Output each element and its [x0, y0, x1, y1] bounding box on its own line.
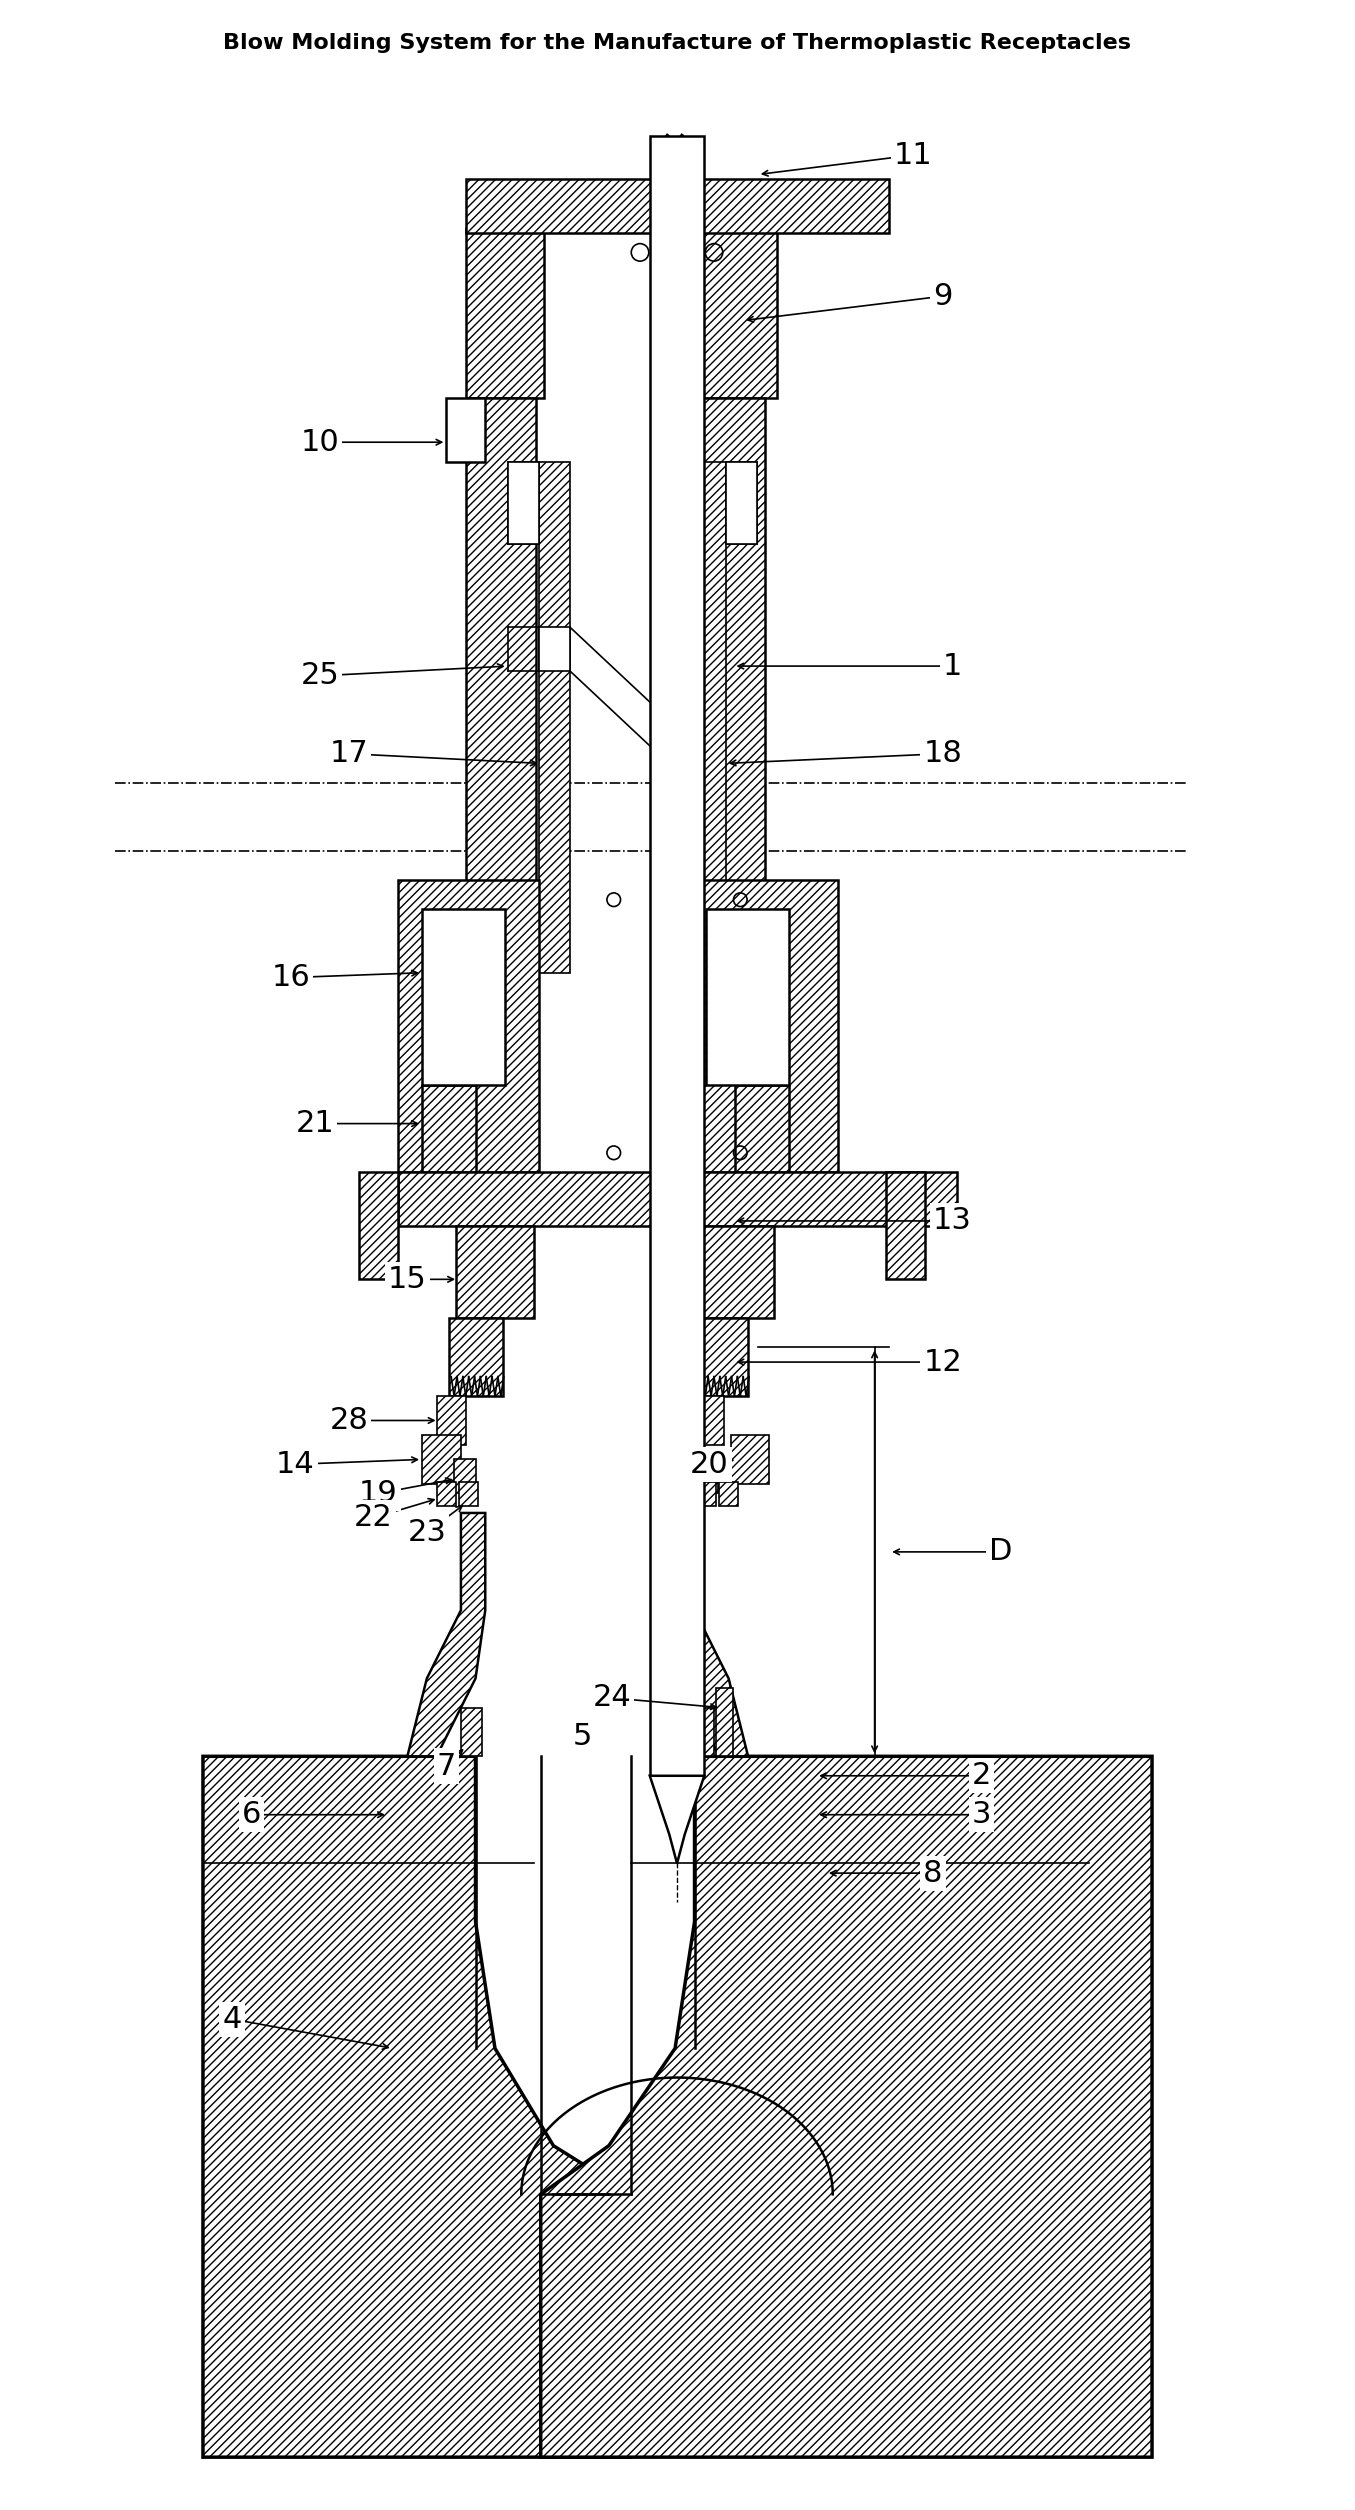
Text: 21: 21	[295, 1109, 335, 1137]
Bar	[466, 399, 535, 974]
Bar	[539, 628, 570, 670]
Text: 8: 8	[923, 1857, 943, 1888]
Text: 25: 25	[301, 660, 339, 690]
Text: 11: 11	[894, 141, 934, 171]
Text: 5: 5	[573, 1722, 592, 1752]
Polygon shape	[408, 1514, 485, 1757]
Bar	[436, 1481, 457, 1506]
Bar	[466, 178, 889, 233]
Text: 6: 6	[243, 1800, 262, 1830]
Bar	[454, 1458, 476, 1493]
Bar	[886, 1172, 925, 1280]
Bar	[650, 136, 705, 1775]
Text: 1: 1	[943, 653, 962, 680]
Bar	[436, 1396, 466, 1446]
Bar	[446, 399, 485, 462]
Text: 16: 16	[271, 964, 310, 991]
Text: 24: 24	[592, 1684, 631, 1712]
Bar	[508, 462, 539, 545]
Text: 19: 19	[359, 1478, 397, 1509]
Text: 18: 18	[923, 738, 962, 768]
Text: 22: 22	[354, 1503, 393, 1531]
Bar	[696, 1225, 774, 1318]
Bar	[421, 909, 504, 1084]
Bar	[696, 881, 837, 1172]
Bar	[730, 1436, 770, 1483]
Bar	[508, 462, 539, 545]
Bar	[457, 1225, 534, 1318]
Text: 10: 10	[301, 427, 339, 457]
Bar	[706, 909, 789, 1084]
Text: 15: 15	[388, 1265, 427, 1293]
Bar	[696, 1458, 718, 1493]
Text: 7: 7	[436, 1752, 457, 1780]
Bar	[539, 462, 570, 974]
Text: 17: 17	[329, 738, 369, 768]
Text: 28: 28	[329, 1406, 369, 1436]
Bar	[726, 462, 757, 545]
Bar	[695, 1396, 724, 1446]
Bar	[421, 1084, 476, 1172]
Bar	[736, 1084, 789, 1172]
Bar	[397, 881, 539, 1172]
Bar	[715, 1689, 733, 1757]
Bar	[461, 1707, 482, 1757]
Polygon shape	[671, 1514, 748, 1757]
Bar	[466, 228, 543, 399]
Bar	[692, 1707, 714, 1757]
Bar	[696, 1481, 715, 1506]
Text: 12: 12	[923, 1348, 962, 1375]
Bar	[359, 1172, 397, 1280]
Text: 14: 14	[276, 1451, 314, 1478]
Text: 2: 2	[972, 1762, 992, 1790]
Bar	[695, 399, 764, 974]
Bar	[695, 228, 778, 399]
Text: 13: 13	[934, 1207, 972, 1235]
Bar	[695, 1318, 748, 1396]
Bar	[695, 462, 726, 974]
Bar	[459, 1481, 478, 1506]
Polygon shape	[650, 1775, 705, 1862]
Bar	[421, 1436, 461, 1483]
Text: 3: 3	[972, 1800, 992, 1830]
Bar	[720, 1481, 738, 1506]
Bar	[726, 462, 757, 545]
Text: 4: 4	[222, 2005, 241, 2033]
Polygon shape	[541, 1757, 1152, 2457]
Bar	[450, 1318, 503, 1396]
Text: 23: 23	[408, 1519, 446, 1546]
Bar	[397, 1172, 958, 1225]
Text: Blow Molding System for the Manufacture of Thermoplastic Receptacles: Blow Molding System for the Manufacture …	[224, 33, 1131, 53]
Text: 20: 20	[690, 1451, 729, 1478]
Text: 9: 9	[934, 281, 953, 311]
Polygon shape	[203, 1757, 631, 2457]
Text: D: D	[989, 1539, 1012, 1566]
